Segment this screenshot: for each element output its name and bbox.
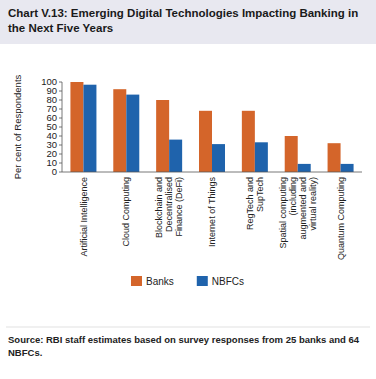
x-tick-label: Spatial computing(includingaugmented and… <box>278 177 318 249</box>
bar <box>285 136 298 172</box>
y-tick <box>59 109 62 110</box>
text-line: Internet of Things <box>207 177 217 247</box>
x-tick-label: Cloud Computing <box>121 177 131 247</box>
x-tick-label: Artificial Intelligence <box>79 177 89 257</box>
source-note: Source: RBI staff estimates based on sur… <box>8 334 360 358</box>
text-line: augmented and <box>298 177 308 240</box>
x-label-group: Quantum Computing <box>336 177 346 260</box>
bar <box>126 95 139 172</box>
bar <box>328 143 341 172</box>
bar <box>169 140 182 172</box>
y-tick <box>59 100 62 101</box>
x-label-group: Blockchain andDecentralisedFinance (DeFi… <box>154 177 184 238</box>
legend-label: Banks <box>146 276 174 287</box>
x-label-group: Cloud Computing <box>121 177 131 247</box>
bar <box>242 111 255 172</box>
legend-swatch <box>197 276 208 286</box>
bar <box>255 142 268 172</box>
x-label-group: Internet of Things <box>207 177 217 247</box>
y-tick <box>59 154 62 155</box>
text-line: Decentralised <box>164 177 174 232</box>
bar <box>341 164 354 172</box>
chart: Chart V.13: Emerging Digital Technologie… <box>0 0 376 379</box>
title-band <box>0 0 376 44</box>
bar <box>199 111 212 172</box>
y-tick <box>59 163 62 164</box>
text-line: Cloud Computing <box>121 177 131 247</box>
y-tick <box>59 82 62 83</box>
text-line: SupTech <box>255 177 265 212</box>
legend-label: NBFCs <box>212 276 244 287</box>
text-line: Finance (DeFi) <box>174 177 184 237</box>
text-line: NBFCs. <box>8 347 42 358</box>
x-tick-label: Internet of Things <box>207 177 217 247</box>
y-tick <box>59 136 62 137</box>
title: Chart V.13: Emerging Digital Technologie… <box>8 7 358 34</box>
bar <box>70 82 83 172</box>
text-line: Source: RBI staff estimates based on sur… <box>8 334 360 345</box>
x-tick-label: Blockchain andDecentralisedFinance (DeFi… <box>154 177 184 238</box>
y-tick <box>59 127 62 128</box>
separator <box>6 327 370 328</box>
bars <box>70 82 353 172</box>
text-line: virtual reality) <box>308 177 318 231</box>
bar <box>298 164 311 172</box>
text-line: the Next Five Years <box>8 22 113 34</box>
y-axis-title: Per cent of Respondents <box>12 74 23 179</box>
bar <box>83 85 96 172</box>
y-tick <box>59 118 62 119</box>
x-label-group: RegTech andSupTech <box>245 177 265 230</box>
text-line: Artificial Intelligence <box>79 177 89 257</box>
bar <box>156 100 169 172</box>
x-label-group: Spatial computing(includingaugmented and… <box>278 177 318 249</box>
legend-swatch <box>131 276 142 286</box>
x-tick-label: RegTech andSupTech <box>245 177 265 230</box>
text-line: RegTech and <box>245 177 255 230</box>
y-tick <box>59 91 62 92</box>
text-line: Chart V.13: Emerging Digital Technologie… <box>8 7 358 19</box>
x-axis <box>62 172 362 173</box>
text-line: Blockchain and <box>154 177 164 238</box>
text-line: (including <box>288 177 298 216</box>
text-line: Spatial computing <box>278 177 288 249</box>
legend: Banks NBFCs <box>131 276 244 287</box>
bar <box>113 89 126 172</box>
y-tick <box>59 145 62 146</box>
y-tick <box>59 172 62 173</box>
x-label-group: Artificial Intelligence <box>79 177 89 257</box>
x-tick-label: Quantum Computing <box>336 177 346 260</box>
y-tick-label: 100 <box>41 76 57 87</box>
text-line: Quantum Computing <box>336 177 346 260</box>
bar <box>212 144 225 172</box>
